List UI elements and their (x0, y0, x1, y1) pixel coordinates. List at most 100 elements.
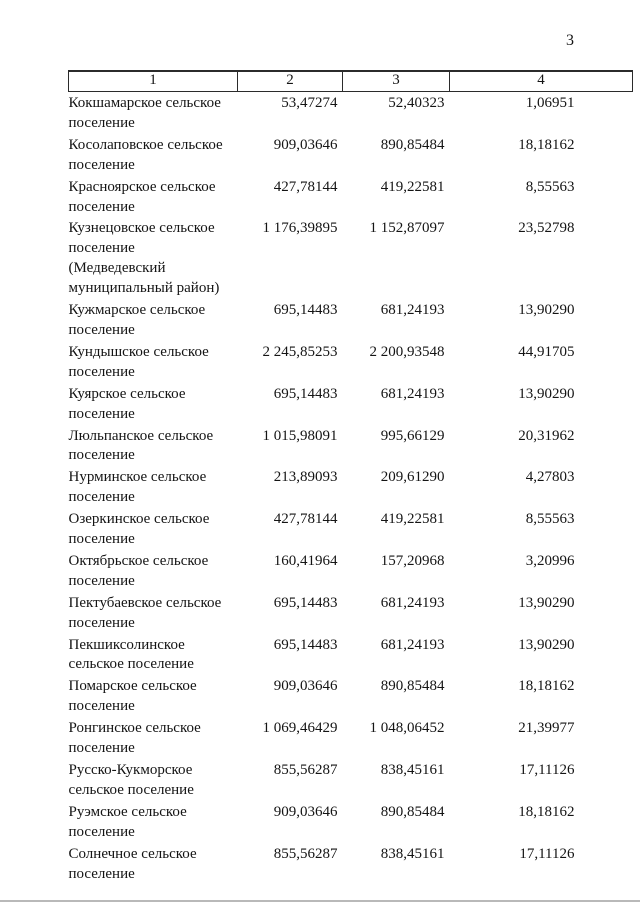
value-cell-col2: 695,14483 (273, 385, 338, 402)
table-row: Ронгинское сельское поселение 1 069,4642… (69, 717, 633, 759)
value-cell-col4: 18,18162 (518, 678, 575, 695)
value-cell-col3: 419,22581 (380, 178, 445, 195)
table-row: Озеркинское сельское поселение 427,78144… (69, 508, 633, 550)
table-row: Кузнецовское сельское поселение (Медведе… (69, 217, 633, 299)
value-cell-col3: 890,85484 (380, 136, 445, 153)
value-cell-col3: 995,66129 (380, 427, 445, 444)
table-row: Пектубаевское сельское поселение 695,144… (69, 592, 633, 634)
settlement-name-cell: Пекшиксолинское сельское поселение (68, 636, 194, 673)
table-row: Кундышское сельское поселение 2 245,8525… (69, 341, 633, 383)
settlement-name-cell: Ронгинское сельское поселение (68, 720, 201, 757)
header-row: 1 2 3 4 (68, 70, 633, 92)
table-row: Куярское сельское поселение 695,14483 68… (69, 383, 633, 425)
table-row: Люльпанское сельское поселение 1 015,980… (69, 425, 633, 467)
value-cell-col4: 21,39977 (518, 720, 575, 737)
value-cell-col3: 838,45161 (380, 762, 445, 778)
page-number: 3 (566, 32, 574, 49)
settlement-name-cell: Кузнецовское сельское поселение (Медведе… (68, 220, 220, 297)
settlement-name-cell: Нурминское сельское поселение (68, 469, 207, 506)
value-cell-col4: 13,90290 (518, 636, 575, 653)
value-cell-col3: 890,85484 (380, 803, 445, 820)
value-cell-col2: 160,41964 (273, 552, 338, 569)
value-cell-col2: 909,03646 (273, 803, 338, 820)
value-cell-col4: 44,91705 (518, 343, 575, 360)
table-row: Октябрьское сельское поселение 160,41964… (69, 550, 633, 592)
table-row: Помарское сельское поселение 909,03646 8… (69, 675, 633, 717)
value-cell-col2: 909,03646 (273, 136, 338, 153)
value-cell-col2: 695,14483 (273, 594, 338, 611)
value-cell-col4: 4,27803 (525, 469, 575, 486)
column-header-2: 2 (237, 70, 343, 92)
table-row: Красноярское сельское поселение 427,7814… (69, 176, 633, 218)
value-cell-col4: 23,52798 (518, 220, 575, 237)
settlement-name-cell: Октябрьское сельское поселение (68, 552, 209, 589)
value-cell-col2: 1 015,98091 (262, 427, 338, 444)
settlement-name-cell: Озеркинское сельское поселение (68, 511, 210, 548)
value-cell-col2: 427,78144 (273, 511, 338, 528)
table-row: Русско-Кукморское сельское поселение 855… (69, 759, 633, 801)
table-row: Руэмское сельское поселение 909,03646 89… (69, 801, 633, 843)
value-cell-col3: 681,24193 (380, 302, 445, 319)
value-cell-col2: 427,78144 (273, 178, 338, 195)
value-cell-col4: 17,11126 (519, 762, 575, 778)
value-cell-col2: 53,47274 (281, 95, 338, 111)
value-cell-col4: 13,90290 (518, 302, 575, 319)
settlement-name-cell: Куярское сельское поселение (68, 385, 186, 422)
value-cell-col4: 1,06951 (525, 95, 575, 111)
scan-edge-artifact (0, 900, 640, 902)
table-row: Солнечное сельское поселение 855,56287 8… (69, 843, 633, 885)
value-cell-col4: 13,90290 (518, 385, 575, 402)
value-cell-col4: 18,18162 (518, 136, 575, 153)
settlements-table: 1 2 3 4 Кокшамарское сельское поселение … (68, 70, 633, 884)
table-header: 1 2 3 4 (68, 70, 633, 92)
column-header-1: 1 (68, 70, 238, 92)
settlement-name-cell: Красноярское сельское поселение (68, 178, 216, 215)
table-row: Кокшамарское сельское поселение 53,47274… (69, 92, 633, 134)
table-body: Кокшамарское сельское поселение 53,47274… (69, 92, 633, 885)
settlement-name-cell: Люльпанское сельское поселение (68, 427, 214, 464)
settlement-name-cell: Солнечное сельское поселение (68, 845, 197, 882)
table-row: Пекшиксолинское сельское поселение 695,1… (69, 634, 633, 676)
value-cell-col2: 909,03646 (273, 678, 338, 695)
value-cell-col3: 52,40323 (388, 95, 445, 111)
value-cell-col4: 3,20996 (525, 552, 575, 569)
value-cell-col2: 1 176,39895 (262, 220, 338, 237)
value-cell-col4: 17,11126 (519, 845, 575, 862)
value-cell-col3: 890,85484 (380, 678, 445, 695)
table-row: Косолаповское сельское поселение 909,036… (69, 134, 633, 176)
value-cell-col3: 1 152,87097 (369, 220, 445, 237)
value-cell-col4: 20,31962 (518, 427, 575, 444)
settlement-name-cell: Пектубаевское сельское поселение (68, 594, 222, 631)
settlement-name-cell: Русско-Кукморское сельское поселение (68, 762, 194, 798)
value-cell-col3: 157,20968 (380, 552, 445, 569)
column-header-3: 3 (342, 70, 450, 92)
value-cell-col3: 681,24193 (380, 594, 445, 611)
value-cell-col4: 8,55563 (525, 511, 575, 528)
value-cell-col4: 13,90290 (518, 594, 575, 611)
value-cell-col2: 213,89093 (273, 469, 338, 486)
value-cell-col2: 695,14483 (273, 636, 338, 653)
value-cell-col3: 2 200,93548 (369, 343, 445, 360)
settlement-name-cell: Кокшамарское сельское поселение (68, 95, 221, 131)
value-cell-col3: 1 048,06452 (369, 720, 445, 737)
table-row: Кужмарское сельское поселение 695,14483 … (69, 299, 633, 341)
value-cell-col3: 419,22581 (380, 511, 445, 528)
value-cell-col3: 681,24193 (380, 385, 445, 402)
value-cell-col3: 209,61290 (380, 469, 445, 486)
value-cell-col2: 855,56287 (273, 845, 338, 862)
table-row: Нурминское сельское поселение 213,89093 … (69, 466, 633, 508)
value-cell-col4: 18,18162 (518, 803, 575, 820)
settlement-name-cell: Помарское сельское поселение (68, 678, 197, 715)
settlement-name-cell: Кундышское сельское поселение (68, 343, 209, 380)
value-cell-col2: 855,56287 (273, 762, 338, 778)
value-cell-col2: 1 069,46429 (262, 720, 338, 737)
value-cell-col3: 681,24193 (380, 636, 445, 653)
column-header-4: 4 (449, 70, 633, 92)
value-cell-col2: 2 245,85253 (262, 343, 338, 360)
value-cell-col2: 695,14483 (273, 302, 338, 319)
settlement-name-cell: Косолаповское сельское поселение (68, 136, 223, 173)
settlement-name-cell: Кужмарское сельское поселение (68, 302, 206, 338)
value-cell-col4: 8,55563 (525, 178, 575, 195)
value-cell-col3: 838,45161 (380, 845, 445, 862)
